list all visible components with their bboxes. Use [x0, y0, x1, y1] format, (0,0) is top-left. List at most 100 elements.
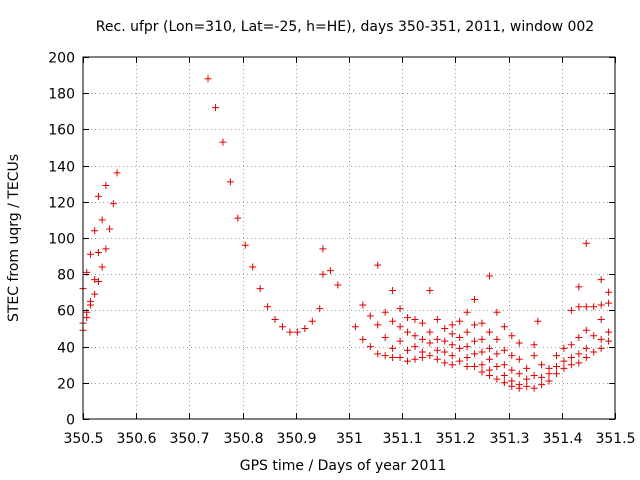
data-point	[575, 334, 583, 342]
data-point	[478, 319, 486, 327]
data-point	[582, 303, 590, 311]
data-point	[538, 361, 546, 369]
data-point	[463, 328, 471, 336]
y-tick-label: 180	[48, 87, 75, 103]
x-tick-label: 351.2	[435, 431, 475, 447]
x-tick-label: 351	[336, 431, 363, 447]
data-point	[552, 363, 560, 371]
data-point	[530, 341, 538, 349]
data-point	[523, 375, 531, 383]
data-point	[264, 303, 272, 311]
data-point	[560, 357, 568, 365]
data-point	[102, 245, 110, 253]
data-point	[597, 335, 605, 343]
data-point	[256, 285, 264, 293]
data-point	[404, 328, 412, 336]
data-point	[575, 283, 583, 291]
data-point	[545, 370, 553, 378]
data-point	[319, 270, 327, 278]
y-tick-label: 80	[57, 268, 75, 284]
data-point	[508, 382, 516, 390]
data-point	[234, 214, 242, 222]
x-axis-label: GPS time / Days of year 2011	[240, 458, 447, 474]
data-point	[279, 323, 286, 331]
data-point	[211, 104, 219, 112]
data-point	[286, 328, 294, 336]
data-point	[381, 352, 389, 360]
data-point	[433, 355, 441, 363]
data-point	[204, 75, 212, 83]
x-tick-label: 350.5	[63, 431, 103, 447]
data-point	[374, 321, 382, 329]
data-point	[241, 241, 249, 249]
data-point	[605, 288, 613, 296]
data-point	[471, 363, 479, 371]
data-point	[441, 348, 449, 356]
data-point	[389, 317, 397, 325]
data-point	[485, 272, 493, 280]
data-point	[530, 352, 538, 360]
data-point	[567, 361, 575, 369]
data-point	[515, 339, 523, 347]
data-point	[374, 350, 382, 358]
data-point	[478, 361, 486, 369]
y-tick-label: 20	[57, 377, 75, 393]
data-point	[366, 312, 374, 320]
data-point	[471, 337, 479, 345]
data-point	[508, 352, 516, 360]
data-point	[389, 353, 397, 361]
data-point	[463, 343, 471, 351]
data-point	[396, 305, 404, 313]
data-point	[441, 337, 449, 345]
data-point	[485, 328, 493, 336]
data-point	[552, 352, 560, 360]
data-point	[448, 341, 456, 349]
data-point	[500, 361, 508, 369]
data-point	[106, 225, 114, 233]
data-point	[316, 305, 324, 313]
data-point	[94, 192, 102, 200]
y-tick-label: 40	[57, 341, 75, 357]
data-point	[293, 328, 301, 336]
data-point	[359, 301, 367, 309]
data-point	[478, 335, 486, 343]
data-point	[590, 332, 598, 340]
data-point	[249, 263, 257, 271]
data-point	[515, 355, 523, 363]
data-point	[226, 178, 234, 186]
data-point	[500, 372, 508, 380]
y-tick-label: 200	[48, 51, 75, 67]
data-point	[301, 325, 309, 332]
data-point	[582, 344, 590, 352]
data-point	[426, 328, 434, 336]
data-point	[560, 344, 568, 352]
data-point	[493, 375, 501, 383]
y-tick-labels: 0 20 40 60 80 100 120 140 160 180 200	[48, 51, 75, 429]
data-point	[523, 364, 531, 372]
data-point	[463, 363, 471, 371]
x-tick-label: 350.8	[223, 431, 263, 447]
data-point	[515, 384, 523, 392]
data-point	[389, 286, 397, 294]
data-point	[433, 346, 441, 354]
data-point	[91, 227, 99, 235]
data-point	[500, 379, 508, 387]
data-point	[567, 353, 575, 361]
data-point	[98, 263, 106, 271]
data-point	[448, 361, 456, 369]
data-point	[485, 344, 493, 352]
data-point	[530, 384, 538, 392]
data-point	[404, 357, 412, 365]
data-point	[478, 368, 486, 376]
x-tick-label: 351.4	[542, 431, 582, 447]
data-point	[418, 353, 426, 361]
data-point	[590, 348, 598, 356]
data-point	[493, 350, 501, 358]
data-point	[500, 346, 508, 354]
x-tick-labels: 350.5 350.6 350.7 350.8 350.9 351 351.1 351.2 35…	[63, 431, 635, 447]
data-point	[448, 321, 456, 329]
data-point	[448, 330, 456, 338]
data-point	[366, 343, 374, 351]
data-point	[83, 314, 91, 322]
